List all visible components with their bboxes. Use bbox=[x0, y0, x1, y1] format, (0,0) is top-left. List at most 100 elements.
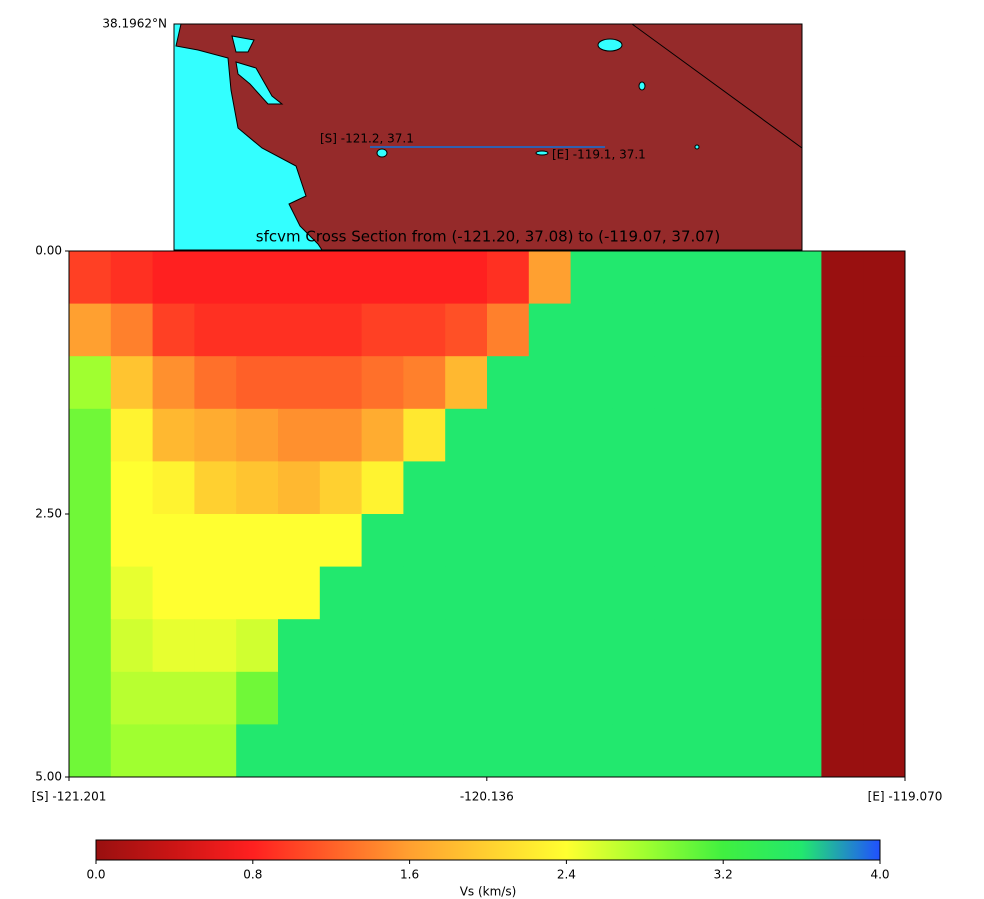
cell bbox=[445, 671, 488, 725]
cell bbox=[737, 251, 781, 305]
cell bbox=[528, 251, 572, 305]
cell bbox=[779, 619, 822, 673]
colorbar-tick-label: 0.8 bbox=[243, 868, 262, 882]
cell bbox=[779, 671, 822, 725]
cell bbox=[570, 356, 613, 410]
cell bbox=[361, 724, 404, 778]
cell bbox=[236, 724, 279, 778]
x-tick-label: [S] -121.201 bbox=[32, 790, 107, 804]
cell bbox=[779, 303, 822, 357]
cell bbox=[194, 356, 237, 410]
cell bbox=[779, 408, 822, 462]
cell bbox=[696, 408, 739, 462]
cell bbox=[612, 724, 655, 778]
cell bbox=[737, 724, 781, 778]
cell bbox=[278, 566, 321, 620]
lake bbox=[535, 150, 549, 156]
chart-title: sfcvm Cross Section from (-121.20, 37.08… bbox=[256, 228, 720, 246]
cell bbox=[152, 724, 195, 778]
cell bbox=[863, 408, 906, 462]
cell bbox=[110, 514, 154, 568]
cell bbox=[445, 724, 488, 778]
cell bbox=[319, 514, 363, 568]
cell bbox=[696, 356, 739, 410]
cell bbox=[654, 619, 697, 673]
cell bbox=[570, 724, 613, 778]
cell bbox=[319, 461, 363, 515]
cell bbox=[69, 356, 112, 410]
cell bbox=[863, 566, 906, 620]
lake bbox=[376, 148, 388, 158]
cell bbox=[612, 566, 655, 620]
cell bbox=[403, 566, 446, 620]
cell bbox=[779, 724, 822, 778]
cell bbox=[612, 303, 655, 357]
cell bbox=[278, 619, 321, 673]
cell bbox=[152, 408, 195, 462]
cell bbox=[69, 671, 112, 725]
cell bbox=[236, 514, 279, 568]
colorbar-tick-label: 1.6 bbox=[400, 868, 419, 882]
cell bbox=[152, 566, 195, 620]
cell bbox=[487, 566, 530, 620]
cell bbox=[445, 251, 488, 305]
water bbox=[173, 23, 323, 251]
cell bbox=[654, 671, 697, 725]
cell bbox=[110, 408, 154, 462]
cell bbox=[737, 408, 781, 462]
cell bbox=[863, 514, 906, 568]
cell bbox=[654, 408, 697, 462]
cell bbox=[821, 619, 864, 673]
cell bbox=[110, 303, 154, 357]
cell bbox=[278, 251, 321, 305]
cell bbox=[696, 566, 739, 620]
cell bbox=[696, 619, 739, 673]
cell bbox=[654, 356, 697, 410]
cell bbox=[278, 408, 321, 462]
colorbar bbox=[95, 839, 881, 861]
cell bbox=[445, 461, 488, 515]
cell bbox=[612, 671, 655, 725]
cell bbox=[696, 251, 739, 305]
cell bbox=[319, 566, 363, 620]
cell bbox=[403, 303, 446, 357]
y-tick-label: 2.50 bbox=[35, 507, 62, 521]
cell bbox=[737, 303, 781, 357]
cell bbox=[194, 303, 237, 357]
cell bbox=[863, 356, 906, 410]
cell bbox=[821, 671, 864, 725]
cell bbox=[528, 303, 572, 357]
cell bbox=[361, 251, 404, 305]
cell bbox=[821, 251, 864, 305]
cell bbox=[528, 514, 572, 568]
cell bbox=[403, 461, 446, 515]
cell bbox=[152, 461, 195, 515]
cell bbox=[445, 514, 488, 568]
cell bbox=[361, 671, 404, 725]
cell bbox=[110, 619, 154, 673]
cell bbox=[403, 724, 446, 778]
x-tick-label: -120.136 bbox=[460, 790, 514, 804]
cell bbox=[779, 461, 822, 515]
cell bbox=[445, 566, 488, 620]
cell bbox=[696, 461, 739, 515]
cell bbox=[152, 356, 195, 410]
cell bbox=[737, 619, 781, 673]
cell bbox=[278, 461, 321, 515]
cell bbox=[278, 514, 321, 568]
cell bbox=[110, 461, 154, 515]
cell bbox=[403, 619, 446, 673]
cell bbox=[236, 251, 279, 305]
cell bbox=[361, 303, 404, 357]
cell bbox=[236, 619, 279, 673]
cell bbox=[403, 514, 446, 568]
cell bbox=[779, 514, 822, 568]
cell bbox=[152, 671, 195, 725]
cell bbox=[487, 619, 530, 673]
cell bbox=[278, 724, 321, 778]
cell bbox=[737, 461, 781, 515]
cell bbox=[69, 461, 112, 515]
cell bbox=[487, 461, 530, 515]
cell bbox=[319, 303, 363, 357]
cell bbox=[403, 356, 446, 410]
